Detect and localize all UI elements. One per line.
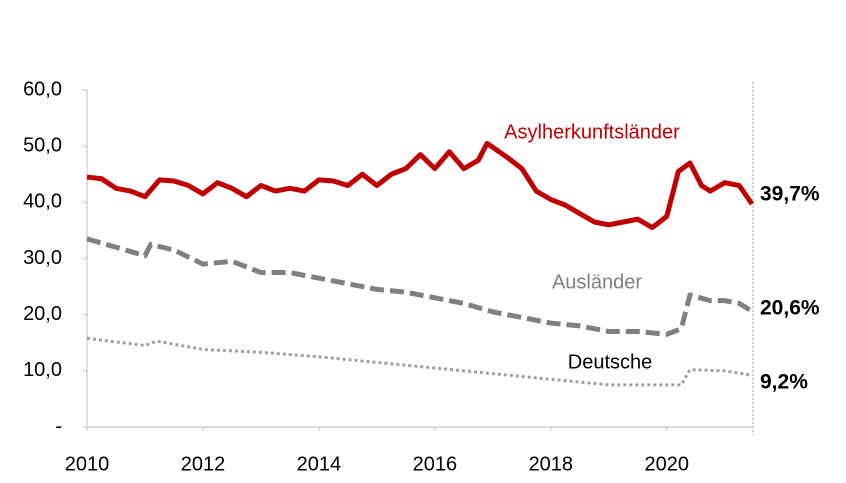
x-tick-label: 2010 xyxy=(65,453,110,475)
y-tick-label: 50,0 xyxy=(23,134,62,156)
y-tick-label: 40,0 xyxy=(23,191,62,213)
value-label: 9,2% xyxy=(760,371,808,394)
value-label: 20,6% xyxy=(760,297,820,320)
value-label: 39,7% xyxy=(760,183,820,206)
series-line xyxy=(86,236,754,337)
series-line xyxy=(86,336,753,387)
x-tick-label: 2014 xyxy=(297,453,342,475)
series-label: Ausländer xyxy=(552,271,642,293)
y-tick-label: 60,0 xyxy=(23,78,62,100)
series-line xyxy=(86,140,755,231)
x-tick-label: 2018 xyxy=(529,453,574,475)
series-label: Deutsche xyxy=(568,351,653,373)
x-tick-label: 2016 xyxy=(413,453,458,475)
x-tick-label: 2020 xyxy=(645,453,690,475)
y-tick-label: - xyxy=(55,415,62,437)
y-tick-label: 20,0 xyxy=(23,303,62,325)
y-tick-label: 10,0 xyxy=(23,359,62,381)
x-tick-label: 2012 xyxy=(181,453,226,475)
series-label: Asylherkunftsländer xyxy=(504,121,680,143)
y-tick-label: 30,0 xyxy=(23,247,62,269)
